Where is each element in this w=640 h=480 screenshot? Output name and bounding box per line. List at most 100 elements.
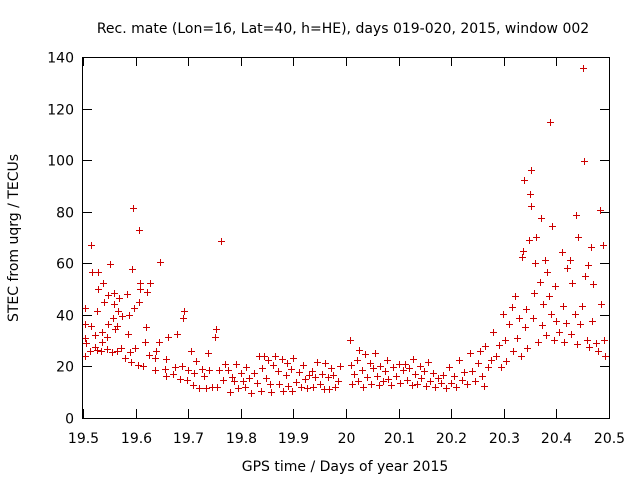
tick-labels: 0 20 40 60 80 100 120 140 19.5 19.6 19.7 19.8 19.9 20… bbox=[47, 51, 625, 448]
data-point bbox=[530, 315, 537, 322]
data-point bbox=[126, 312, 133, 319]
data-point bbox=[573, 212, 580, 219]
data-point bbox=[88, 242, 95, 249]
data-point bbox=[496, 342, 503, 349]
data-point bbox=[82, 305, 89, 312]
data-point bbox=[559, 249, 566, 256]
data-point bbox=[265, 357, 272, 364]
data-point bbox=[235, 385, 242, 392]
data-point bbox=[290, 355, 297, 362]
y-tick-label: 140 bbox=[47, 51, 74, 67]
data-point bbox=[564, 265, 571, 272]
data-point bbox=[251, 370, 258, 377]
data-point bbox=[519, 254, 526, 261]
data-point bbox=[581, 158, 588, 165]
data-point bbox=[83, 340, 90, 347]
data-point bbox=[527, 191, 534, 198]
data-point bbox=[184, 377, 191, 384]
data-point bbox=[140, 363, 147, 370]
data-point bbox=[427, 378, 434, 385]
data-point bbox=[99, 329, 106, 336]
data-point bbox=[268, 389, 275, 396]
data-point bbox=[601, 337, 608, 344]
x-axis-label: GPS time / Days of year 2015 bbox=[242, 459, 449, 475]
data-point bbox=[302, 376, 309, 383]
data-point bbox=[500, 311, 507, 318]
data-point bbox=[440, 372, 447, 379]
data-point bbox=[243, 364, 250, 371]
data-point bbox=[393, 373, 400, 380]
data-point bbox=[443, 385, 450, 392]
data-point bbox=[374, 373, 381, 380]
data-point bbox=[127, 349, 134, 356]
data-point bbox=[147, 280, 154, 287]
data-point bbox=[94, 347, 101, 354]
data-point bbox=[276, 381, 283, 388]
x-tick-label: 20.3 bbox=[489, 431, 520, 447]
data-point bbox=[174, 331, 181, 338]
data-point bbox=[328, 365, 335, 372]
data-point bbox=[364, 374, 371, 381]
data-point bbox=[283, 372, 290, 379]
x-tick-label: 20 bbox=[338, 431, 356, 447]
data-point bbox=[349, 381, 356, 388]
data-point bbox=[546, 293, 553, 300]
data-point bbox=[298, 384, 305, 391]
data-point bbox=[114, 348, 121, 355]
data-point bbox=[309, 368, 316, 375]
data-point bbox=[143, 324, 150, 331]
data-point bbox=[524, 345, 531, 352]
data-point bbox=[400, 367, 407, 374]
data-point bbox=[485, 364, 492, 371]
data-point bbox=[523, 306, 530, 313]
data-point bbox=[488, 357, 495, 364]
data-point bbox=[448, 380, 455, 387]
data-point bbox=[538, 215, 545, 222]
data-point bbox=[451, 373, 458, 380]
data-point bbox=[288, 366, 295, 373]
data-point bbox=[347, 337, 354, 344]
data-point bbox=[509, 304, 516, 311]
data-point bbox=[95, 269, 102, 276]
data-point bbox=[233, 361, 240, 368]
data-point bbox=[532, 260, 539, 267]
data-point bbox=[185, 367, 192, 374]
data-point bbox=[218, 238, 225, 245]
data-point bbox=[163, 373, 170, 380]
axis-ticks bbox=[83, 57, 610, 419]
data-point bbox=[475, 360, 482, 367]
data-point bbox=[214, 384, 221, 391]
data-point bbox=[370, 365, 377, 372]
data-point bbox=[579, 303, 586, 310]
data-point bbox=[585, 262, 592, 269]
data-point bbox=[535, 339, 542, 346]
data-point bbox=[94, 308, 101, 315]
data-point bbox=[105, 292, 112, 299]
data-point bbox=[598, 301, 605, 308]
data-point bbox=[300, 362, 307, 369]
data-point bbox=[137, 286, 144, 293]
data-point bbox=[325, 374, 332, 381]
data-point bbox=[105, 321, 112, 328]
data-point bbox=[111, 290, 118, 297]
data-point bbox=[348, 362, 355, 369]
plot-frame bbox=[82, 57, 610, 419]
data-point bbox=[193, 358, 200, 365]
data-point bbox=[537, 279, 544, 286]
data-point bbox=[572, 311, 579, 318]
data-point bbox=[574, 341, 581, 348]
data-point bbox=[547, 119, 554, 126]
data-point bbox=[453, 384, 460, 391]
data-point bbox=[396, 361, 403, 368]
data-point bbox=[377, 363, 384, 370]
data-point bbox=[498, 364, 505, 371]
data-point bbox=[526, 237, 533, 244]
data-point bbox=[402, 361, 409, 368]
data-point bbox=[212, 334, 219, 341]
data-point bbox=[479, 373, 486, 380]
data-point bbox=[568, 331, 575, 338]
data-point bbox=[556, 329, 563, 336]
data-point bbox=[157, 259, 164, 266]
data-point bbox=[376, 382, 383, 389]
x-tick-label: 20.4 bbox=[541, 431, 572, 447]
